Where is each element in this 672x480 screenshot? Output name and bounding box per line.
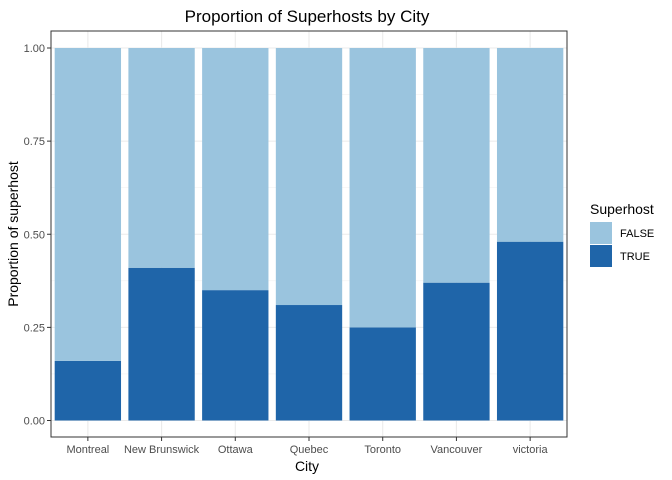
- y-axis-ticks: 0.00 0.25 0.50 0.75 1.00: [24, 43, 51, 428]
- bar-false-vancouver: [423, 48, 490, 283]
- bar-true-montreal: [54, 360, 122, 421]
- legend-label-true: TRUE: [620, 251, 650, 263]
- bar-false-ottawa: [202, 48, 269, 291]
- bar-false-quebec: [275, 48, 343, 306]
- chart-title: Proportion of Superhosts by City: [185, 7, 430, 26]
- x-axis-label: City: [295, 458, 319, 474]
- x-tick-label: Toronto: [364, 444, 401, 456]
- x-tick-label: Quebec: [290, 444, 329, 456]
- legend-key-false: [590, 222, 612, 244]
- x-tick-label: Ottawa: [218, 444, 254, 456]
- y-tick-label: 0.75: [24, 136, 45, 148]
- bar-false-montreal: [54, 48, 122, 361]
- y-tick-label: 0.00: [24, 416, 45, 428]
- bar-true-quebec: [275, 305, 343, 421]
- bar-false-victoria: [496, 48, 564, 242]
- bar-true-ottawa: [202, 290, 269, 421]
- legend: Superhost FALSE TRUE: [590, 201, 654, 267]
- x-tick-label: Vancouver: [431, 444, 483, 456]
- x-tick-label: Montreal: [66, 444, 109, 456]
- y-tick-label: 0.50: [24, 229, 45, 241]
- legend-label-false: FALSE: [620, 228, 654, 240]
- legend-title: Superhost: [590, 201, 654, 217]
- y-tick-label: 1.00: [24, 43, 45, 55]
- x-tick-label: victoria: [513, 444, 549, 456]
- x-axis-ticks: Montreal New Brunswick Ottawa Quebec Toronto…: [66, 437, 548, 456]
- y-tick-label: 0.25: [24, 322, 45, 334]
- bar-true-new-brunswick: [128, 267, 195, 421]
- plot-panel: [50, 30, 568, 438]
- bar-true-victoria: [496, 241, 564, 421]
- legend-key-true: [590, 245, 612, 267]
- bar-true-vancouver: [423, 282, 490, 421]
- bar-false-new-brunswick: [128, 48, 195, 268]
- bar-false-toronto: [349, 48, 416, 328]
- y-axis-label: Proportion of superhost: [5, 161, 21, 307]
- x-tick-label: New Brunswick: [124, 444, 200, 456]
- bar-true-toronto: [349, 327, 416, 421]
